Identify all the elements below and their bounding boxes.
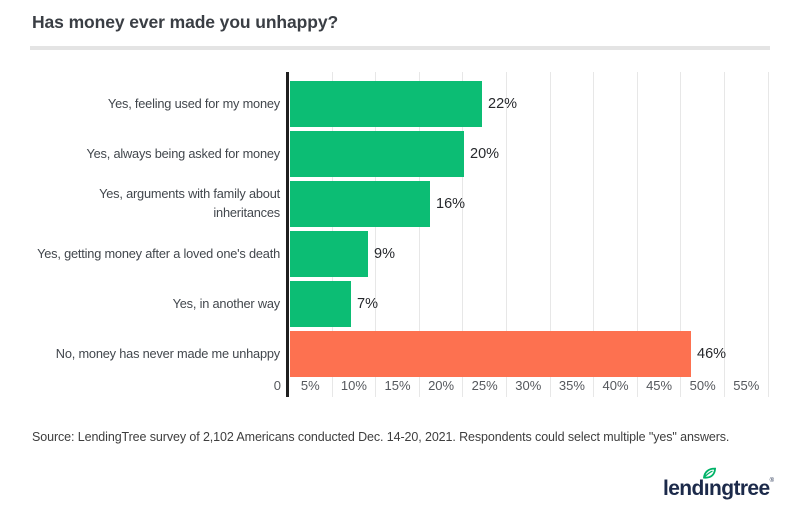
x-tick-label: 50% [689,378,716,393]
registered-mark: ® [769,478,774,484]
bar-value-label: 7% [357,296,378,312]
category-label: Yes, in another way [172,295,281,311]
leaf-icon [702,467,717,479]
logo-text: lendıngtree [662,477,770,500]
bar [290,231,368,277]
x-tick-label: 25% [471,378,498,393]
chart-title: Has money ever made you unhappy? [32,12,339,32]
bar-value-label: 9% [374,246,395,262]
bar-value-label: 20% [470,146,500,162]
gridline [680,72,682,397]
x-tick-label: 10% [340,378,367,393]
gridline [418,72,420,397]
title-divider [30,46,770,50]
gridline [375,72,377,397]
x-tick-label: 15% [384,378,411,393]
bar [290,131,464,177]
x-tick-label: 45% [646,378,673,393]
x-tick-label: 35% [558,378,585,393]
x-tick-label: 20% [428,378,455,393]
x-tick-label: 5% [300,378,320,393]
y-axis-line [286,72,289,397]
gridline [724,72,725,397]
bar-value-label: 46% [697,346,727,362]
category-label: No, money has never made me unhappy [55,345,280,361]
bar-value-label: 16% [436,196,466,212]
category-label: Yes, feeling used for my money [107,95,280,111]
bar [290,181,430,227]
category-label: Yes, getting money after a loved one's d… [37,245,280,261]
gridline [462,72,464,397]
bar [290,281,351,327]
lendingtree-logo: lendıngtree® [662,467,774,506]
bar [290,81,482,127]
x-tick-label: 0 [273,378,281,393]
source-note: Source: LendingTree survey of 2,102 Amer… [32,430,730,444]
gridline [593,72,595,397]
gridline [549,72,551,397]
bar [290,331,691,377]
category-label: Yes, arguments with family about inherit… [99,186,280,220]
bar-value-label: 22% [488,96,518,112]
gridline [636,72,638,397]
category-label: Yes, always being asked for money [86,145,280,161]
x-tick-label: 55% [733,378,760,393]
x-tick-label: 40% [602,378,629,393]
gridline [506,72,507,397]
gridline [767,72,769,397]
x-tick-label: 30% [515,378,542,393]
